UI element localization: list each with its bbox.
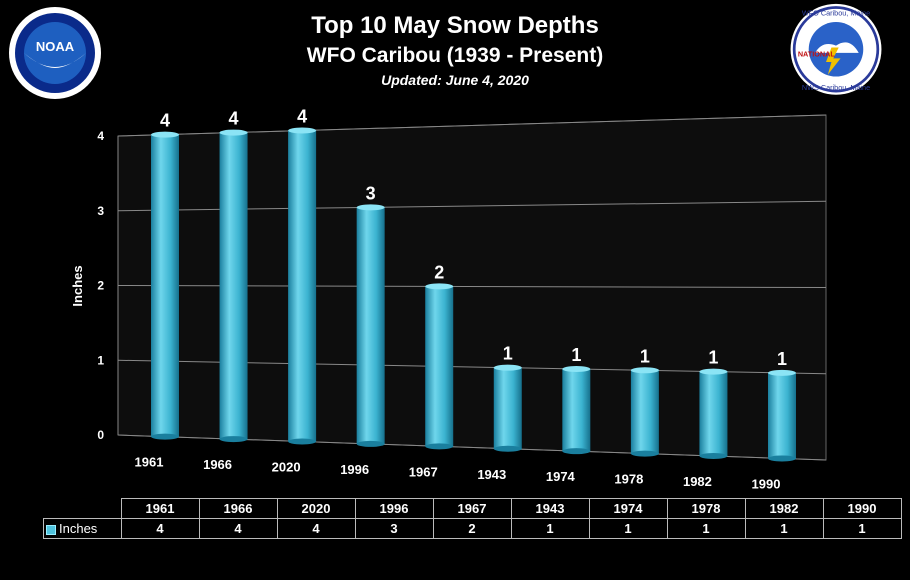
bar (219, 129, 248, 443)
bar (562, 365, 591, 455)
bar (768, 369, 796, 462)
bar (630, 367, 659, 457)
table-value-cell: 3 (354, 518, 434, 539)
x-tick-label: 2020 (272, 460, 301, 475)
bar (151, 131, 179, 440)
nws-logo: WFO Caribou, Maine NWS Caribou, Maine NA… (790, 3, 882, 95)
data-label: 1 (571, 345, 581, 365)
data-table-header: 1961 1966 2020 1996 1967 1943 1974 1978 1982 1990 (44, 498, 902, 519)
data-label: 1 (777, 349, 787, 369)
x-tick-label: 1982 (683, 474, 712, 489)
table-header-cell: 1996 (354, 498, 434, 519)
table-header-cell: 1943 (510, 498, 590, 519)
data-labels: 4 4 4 3 2 1 1 1 1 1 (160, 107, 787, 369)
data-label: 3 (366, 183, 376, 203)
svg-text:WFO Caribou, Maine: WFO Caribou, Maine (802, 9, 870, 18)
data-label: 2 (434, 262, 444, 282)
table-header-cell: 1966 (198, 498, 278, 519)
table-value-cell: 1 (822, 518, 902, 539)
y-tick-label: 0 (97, 428, 104, 442)
data-label: 1 (503, 344, 513, 364)
bar (699, 368, 728, 460)
x-tick-label: 1943 (477, 467, 506, 482)
x-tick-label: 1966 (203, 457, 232, 472)
table-value-cell: 4 (276, 518, 356, 539)
table-header-cell: 2020 (276, 498, 356, 519)
table-header-cell: 1990 (822, 498, 902, 519)
bar (425, 283, 454, 450)
data-label: 1 (640, 346, 650, 366)
y-axis-labels: 0 1 2 3 4 (97, 129, 104, 442)
table-value-cell: 2 (432, 518, 512, 539)
table-header-cell: 1982 (744, 498, 824, 519)
data-label: 1 (708, 348, 718, 368)
x-tick-label: 1967 (409, 464, 438, 479)
table-value-cell: 1 (588, 518, 668, 539)
y-axis-title: Inches (70, 265, 85, 306)
x-tick-label: 1978 (614, 472, 643, 487)
x-axis-labels: 1961 1966 2020 1996 1967 1943 1974 1978 1982 1990 (135, 455, 781, 492)
svg-text:NWS Caribou, Maine: NWS Caribou, Maine (802, 83, 870, 92)
table-value-cell: 1 (510, 518, 590, 539)
table-header-cell: 1978 (666, 498, 746, 519)
x-tick-label: 1996 (340, 462, 369, 477)
table-header-cell: 1974 (588, 498, 668, 519)
data-label: 4 (160, 111, 170, 131)
svg-text:NOAA: NOAA (36, 39, 75, 54)
bars (151, 127, 796, 462)
x-tick-label: 1974 (546, 469, 576, 484)
chart-subtitle: WFO Caribou (1939 - Present) (306, 44, 604, 67)
table-value-cell: 4 (120, 518, 200, 539)
y-tick-label: 1 (97, 353, 104, 367)
chart-title: Top 10 May Snow Depths (311, 12, 599, 39)
y-tick-label: 4 (97, 129, 104, 143)
noaa-logo: NOAA (9, 7, 101, 99)
table-corner (44, 499, 122, 519)
svg-text:NATIONAL: NATIONAL (798, 50, 836, 59)
x-tick-label: 1961 (135, 455, 164, 470)
updated-date: Updated: June 4, 2020 (381, 72, 529, 88)
legend-swatch-icon (46, 524, 56, 535)
table-value-cell: 1 (666, 518, 746, 539)
bar (493, 364, 522, 452)
x-tick-label: 1990 (752, 476, 781, 491)
y-tick-label: 3 (97, 204, 104, 218)
data-label: 4 (297, 107, 307, 127)
y-tick-label: 2 (97, 279, 104, 293)
table-value-cell: 4 (198, 518, 278, 539)
data-table: 1961 1966 2020 1996 1967 1943 1974 1978 1982 1990… (43, 498, 902, 539)
table-header-cell: 1961 (120, 498, 200, 519)
bar (356, 204, 385, 447)
table-header-cell: 1967 (432, 498, 512, 519)
table-series-label: Inches (43, 518, 122, 539)
bar (288, 127, 317, 445)
data-label: 4 (229, 109, 239, 129)
table-value-cell: 1 (744, 518, 824, 539)
